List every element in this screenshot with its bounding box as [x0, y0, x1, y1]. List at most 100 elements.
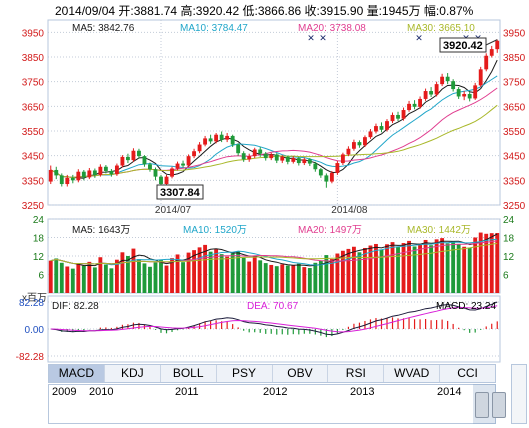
timeline-year-label: 2011 — [175, 386, 199, 398]
price-axis-tick-left: 3650 — [22, 102, 45, 113]
volume-bar — [385, 244, 389, 293]
vertical-scrollbar[interactable] — [511, 364, 527, 424]
volume-bar — [219, 254, 224, 293]
candle-body — [114, 165, 119, 175]
volume-bar — [70, 268, 75, 293]
price-axis-tick-right: 3250 — [503, 201, 526, 212]
volume-bar — [252, 256, 257, 293]
price-panel: 3950 3950 3850 3850 3750 3750 3650 3650 3550 3550… — [22, 19, 526, 216]
candle-body — [120, 156, 125, 166]
macd-axis-tick: 82.28 — [19, 298, 44, 309]
volume-bar — [81, 265, 86, 293]
candle-body — [252, 149, 257, 157]
volume-bar — [451, 241, 456, 293]
volume-bar — [390, 242, 395, 293]
volume-bar — [407, 240, 411, 293]
timeline-year-label: 2010 — [89, 386, 114, 398]
timeline-navigator[interactable] — [48, 384, 496, 424]
candle-body — [59, 175, 64, 185]
candle-body — [484, 55, 489, 70]
volume-bar — [164, 265, 169, 293]
price-xaxis-tick: 2014/07 — [155, 205, 192, 216]
tab-boll[interactable]: BOLL — [161, 365, 217, 382]
price-plot-frame — [47, 19, 501, 206]
volume-ma-legend: MA10: 1520万 — [183, 225, 247, 236]
candle-body — [236, 144, 241, 154]
volume-bar — [274, 266, 279, 293]
timeline-year-label: 2009 — [52, 386, 77, 398]
low-price-label: 3307.84 — [160, 187, 201, 199]
candle-body — [148, 164, 152, 170]
tab-psy[interactable]: PSY — [217, 365, 273, 382]
candle-body — [48, 169, 53, 182]
macd-unit-label: x百万 — [22, 292, 47, 304]
candle-body — [159, 176, 163, 185]
volume-bar — [351, 246, 356, 293]
price-ma-legend: MA10: 3784.47 — [180, 23, 248, 34]
candle-body — [208, 138, 213, 142]
volume-bar — [92, 267, 97, 293]
volume-bar — [484, 233, 489, 293]
tab-wvad[interactable]: WVAD — [384, 365, 441, 382]
volume-bar — [186, 252, 191, 293]
candle-body — [263, 153, 268, 159]
price-axis-tick-right: 3950 — [503, 28, 526, 39]
candle-body — [65, 177, 70, 185]
candle-body — [170, 168, 174, 177]
candle-body — [429, 91, 434, 95]
price-xaxis-tick: 2014/08 — [331, 205, 368, 216]
tab-kdj[interactable]: KDJ — [105, 365, 161, 382]
candle-body — [307, 159, 312, 164]
volume-bar — [148, 266, 152, 293]
volume-axis-tick-left: 24 — [33, 215, 45, 226]
candle-body — [241, 153, 246, 160]
volume-bar — [197, 247, 202, 293]
price-axis-tick-right: 3650 — [503, 102, 526, 113]
candle-body — [81, 171, 86, 178]
volume-bar — [495, 233, 500, 293]
candle-body — [335, 163, 340, 173]
volume-bar — [296, 263, 301, 293]
volume-bar — [340, 250, 345, 293]
price-axis-tick-right: 3450 — [503, 152, 526, 163]
volume-bar — [467, 247, 472, 293]
indicator-tabs: MACD KDJ BOLL PSY OBV RSI WVAD CCI — [48, 364, 496, 383]
candle-body — [434, 84, 439, 95]
candle-body — [302, 159, 307, 164]
candle-body — [340, 154, 345, 164]
candle-body — [186, 156, 191, 166]
event-marker-icon: ✕ — [415, 33, 423, 43]
candle-body — [296, 158, 301, 164]
volume-bar — [65, 266, 70, 293]
volume-ma-legend: MA20: 1497万 — [298, 225, 362, 236]
tab-obv[interactable]: OBV — [273, 365, 329, 382]
high-price-label: 3920.42 — [443, 40, 483, 52]
timeline-right-handle[interactable] — [492, 392, 506, 418]
volume-ma30-line — [50, 242, 498, 265]
candle-body — [285, 156, 290, 162]
candle-body — [280, 156, 285, 161]
candle-body — [125, 156, 130, 161]
macd-axis-tick: 0.00 — [25, 325, 45, 336]
volume-bar — [153, 262, 158, 293]
candle-body — [401, 110, 406, 119]
candle-body — [478, 69, 483, 86]
tab-macd[interactable]: MACD — [49, 365, 105, 382]
tab-cci[interactable]: CCI — [457, 366, 478, 380]
candle-body — [445, 76, 450, 82]
candle-body — [164, 176, 169, 185]
candle-body — [109, 170, 114, 175]
candle-body — [175, 163, 180, 169]
volume-bar — [357, 252, 362, 293]
timeline-left-handle[interactable] — [475, 392, 489, 418]
volume-bar — [258, 260, 263, 293]
candle-body — [390, 114, 395, 122]
tab-rsi[interactable]: RSI — [328, 365, 385, 382]
candle-body — [495, 40, 500, 50]
volume-panel: 24 24 18 18 12 12 6 6 MA5: 1643万 MA10: 1520万 MA20:… — [33, 215, 515, 294]
candle-body — [351, 142, 356, 149]
volume-axis-tick-right: 24 — [503, 215, 515, 226]
price-axis-tick-left: 3850 — [22, 53, 45, 64]
